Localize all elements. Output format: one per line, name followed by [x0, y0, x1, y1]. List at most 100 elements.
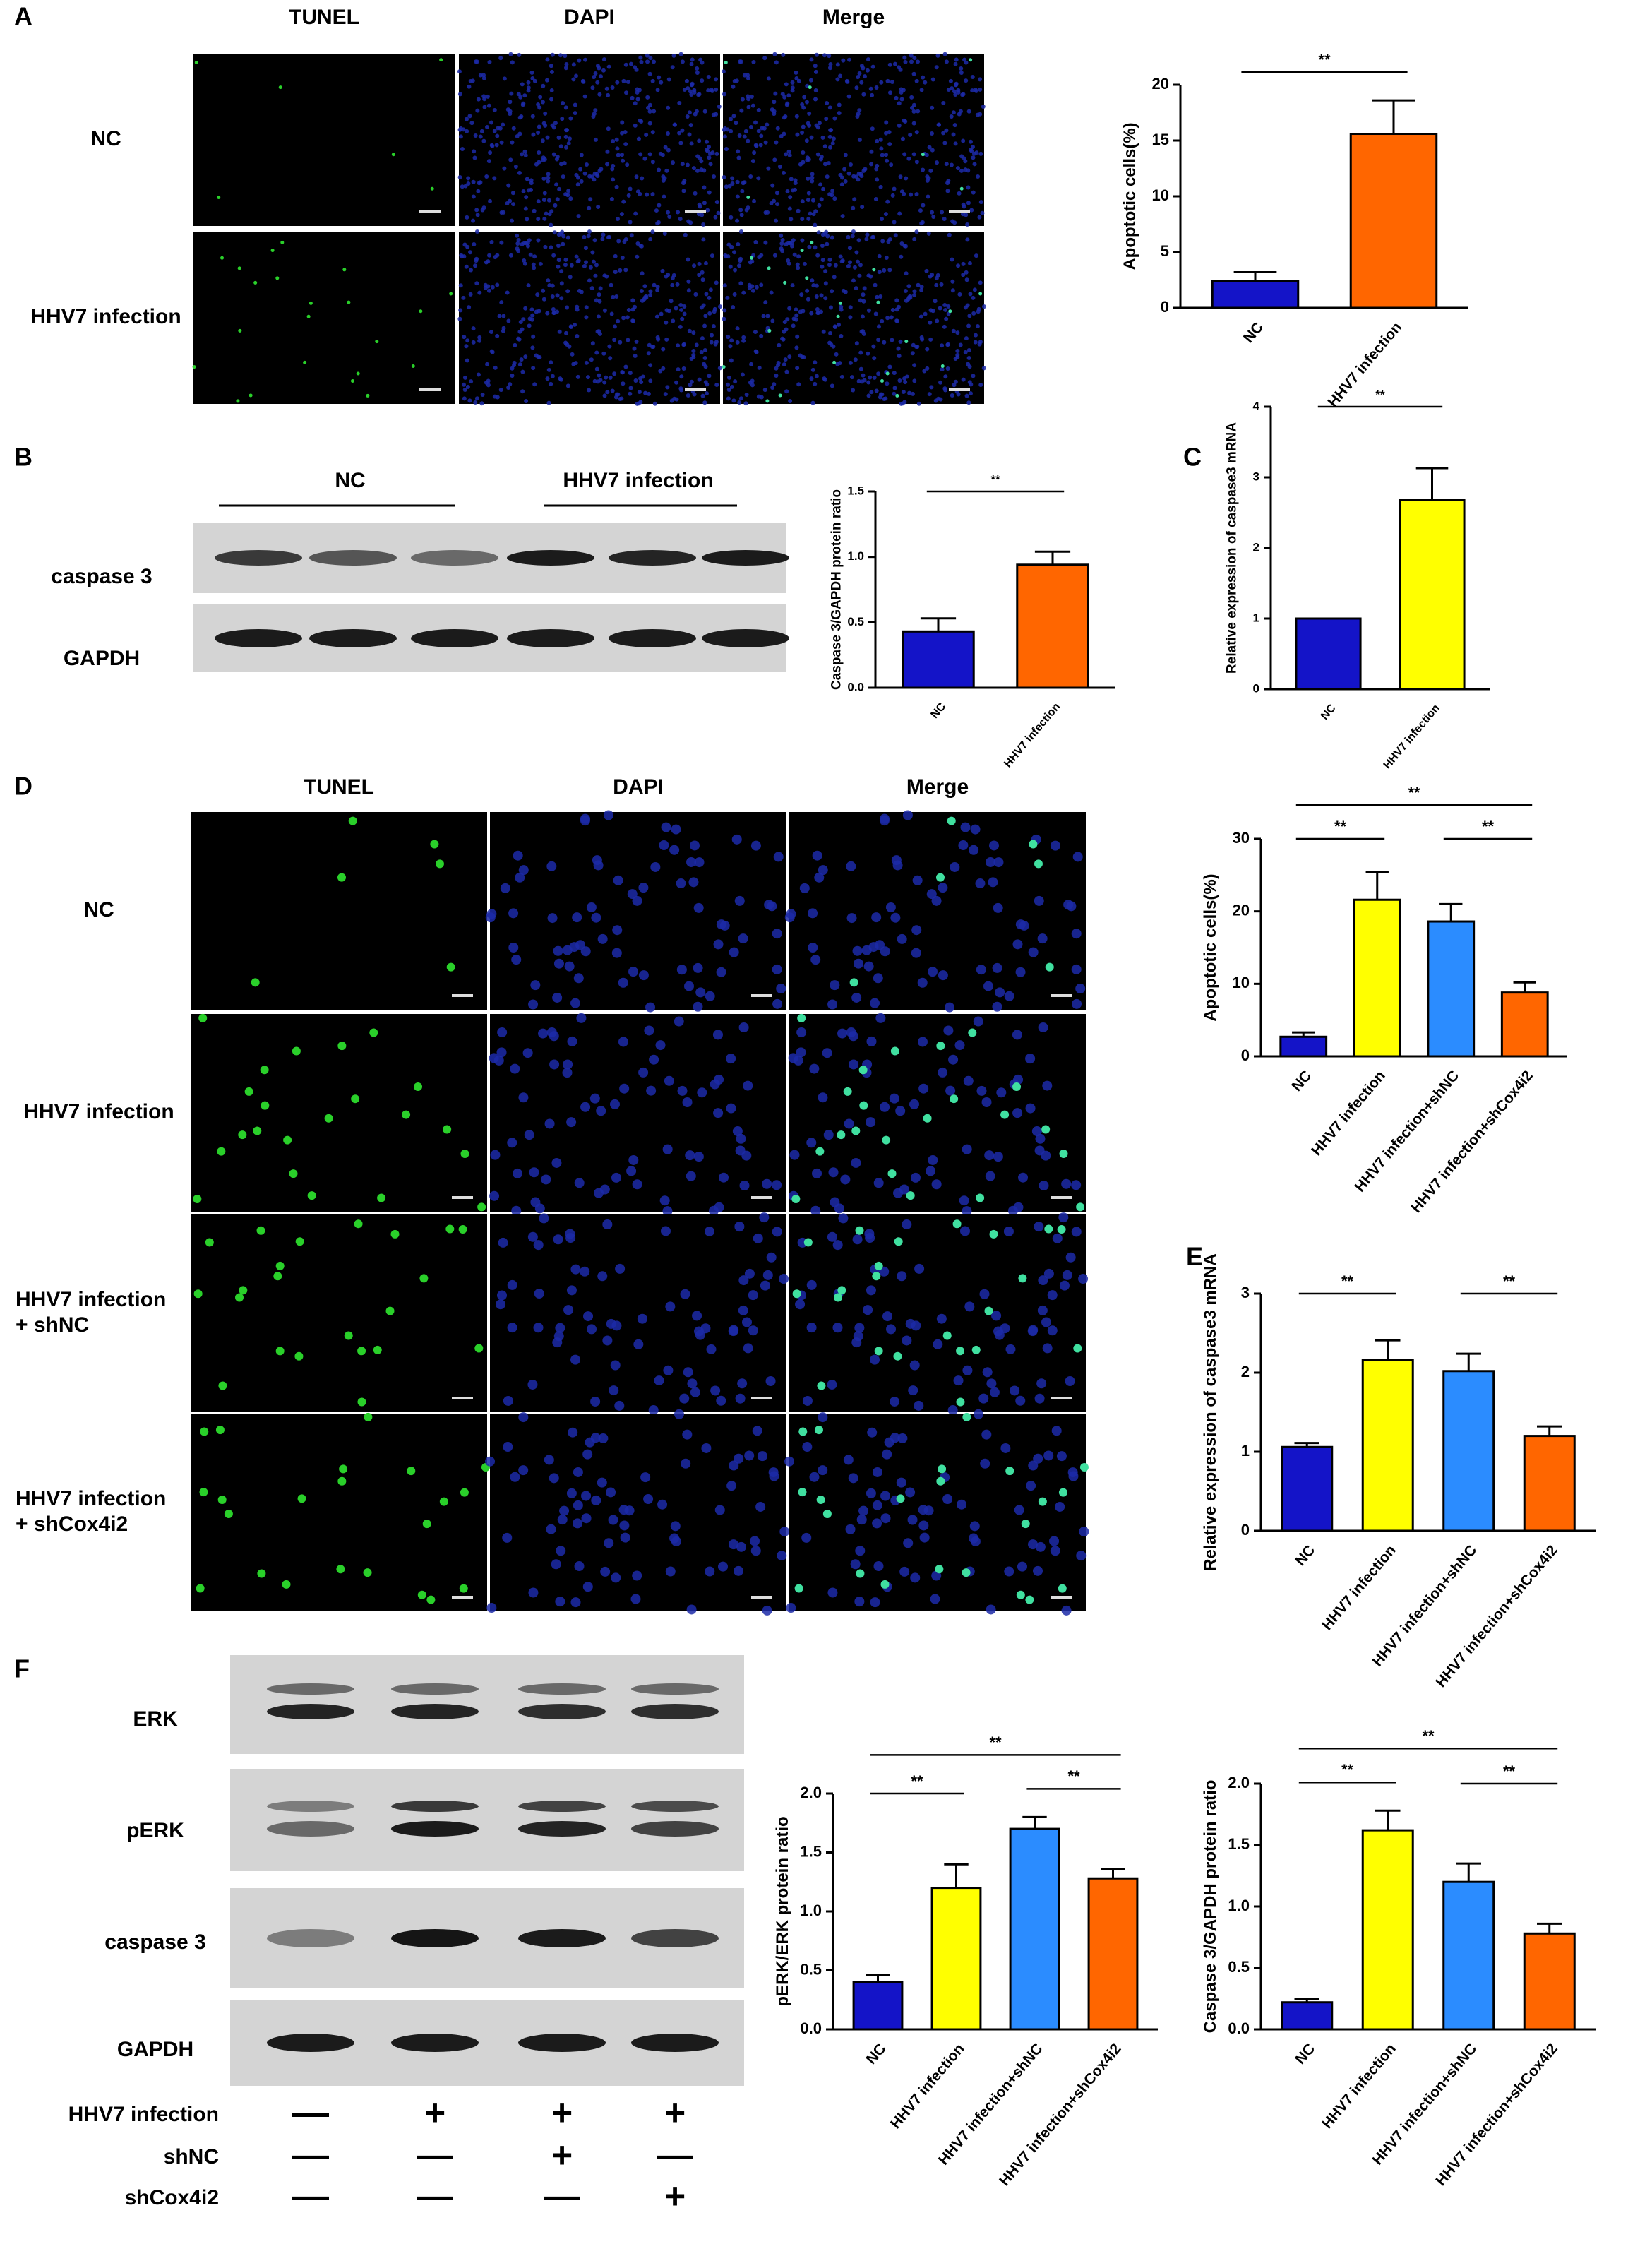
nucleus-dot	[911, 71, 916, 76]
apoptotic-dot	[224, 1509, 233, 1518]
scale-bar	[751, 1596, 772, 1599]
apoptotic-dot	[422, 1520, 431, 1529]
nucleus-dot	[733, 379, 738, 384]
nucleus-dot	[941, 131, 946, 136]
nucleus-dot	[954, 83, 959, 88]
nucleus-dot	[473, 133, 478, 138]
nucleus-dot	[752, 198, 757, 203]
nucleus-dot	[551, 1157, 562, 1168]
nucleus-dot	[700, 1323, 711, 1334]
nucleus-dot	[492, 129, 497, 133]
nucleus-dot	[748, 1290, 758, 1301]
nucleus-dot	[596, 1106, 606, 1116]
apoptotic-dot	[390, 1229, 400, 1239]
apoptotic-dot	[1016, 1590, 1025, 1599]
apoptotic-dot	[351, 1094, 360, 1104]
nucleus-dot	[1018, 1172, 1029, 1183]
nucleus-dot	[606, 235, 611, 240]
nucleus-dot	[763, 210, 768, 215]
significance-label: **	[1375, 388, 1385, 401]
nucleus-dot	[487, 253, 492, 258]
nucleus-dot	[738, 1275, 749, 1286]
nucleus-dot	[807, 244, 812, 249]
nucleus-dot	[484, 260, 489, 265]
nucleus-dot	[763, 240, 768, 245]
apoptotic-dot	[270, 249, 275, 253]
nucleus-dot	[883, 131, 888, 136]
apoptotic-dot	[282, 1580, 291, 1589]
nucleus-dot	[692, 1311, 702, 1321]
nucleus-dot	[564, 305, 569, 310]
nucleus-dot	[703, 261, 708, 265]
nucleus-dot	[662, 1206, 673, 1217]
nucleus-dot	[783, 357, 788, 362]
blot-band	[267, 2034, 354, 2052]
apoptotic-dot	[309, 301, 313, 305]
nucleus-dot	[538, 261, 543, 266]
blot-band	[267, 1683, 354, 1695]
nucleus-dot	[813, 381, 818, 386]
nucleus-dot	[711, 324, 716, 329]
nucleus-dot	[541, 121, 546, 126]
nucleus-dot	[811, 283, 816, 288]
nucleus-dot	[784, 369, 789, 374]
apoptotic-dot	[859, 1101, 868, 1110]
apoptotic-dot	[1073, 1344, 1082, 1353]
nucleus-dot	[770, 107, 774, 112]
y-tick-label: 2.0	[800, 1784, 822, 1801]
apoptotic-dot	[477, 1202, 486, 1212]
nucleus-dot	[970, 824, 981, 835]
blot-band	[631, 1704, 719, 1719]
error-bar	[1456, 1862, 1481, 1882]
group-label: NC	[335, 469, 365, 492]
nucleus-dot	[652, 282, 657, 287]
y-axis-label: Apoptotic cells(%)	[1120, 122, 1139, 270]
nucleus-dot	[546, 278, 551, 283]
nucleus-dot	[813, 360, 818, 365]
nucleus-dot	[568, 1427, 578, 1438]
nucleus-dot	[516, 92, 521, 97]
nucleus-dot	[484, 174, 489, 179]
y-axis-label: Relative expression of caspase3 mRNA	[1225, 422, 1240, 674]
nucleus-dot	[858, 298, 863, 303]
nucleus-dot	[508, 52, 513, 56]
nucleus-dot	[597, 299, 602, 304]
apoptotic-dot	[956, 1397, 965, 1407]
nucleus-dot	[1078, 1274, 1089, 1284]
blot-band	[309, 550, 397, 566]
nucleus-dot	[822, 1048, 832, 1058]
nucleus-dot	[744, 393, 749, 398]
nucleus-dot	[851, 388, 856, 393]
nucleus-dot	[776, 360, 781, 365]
nucleus-dot	[565, 235, 570, 240]
nucleus-dot	[884, 1437, 894, 1448]
nucleus-dot	[882, 1311, 893, 1322]
nucleus-dot	[606, 126, 611, 131]
nucleus-dot	[549, 97, 554, 102]
nucleus-dot	[821, 329, 826, 334]
nucleus-dot	[879, 816, 890, 826]
nucleus-dot	[489, 1053, 499, 1063]
nucleus-dot	[968, 292, 973, 297]
nucleus-dot	[695, 66, 700, 71]
nucleus-dot	[457, 92, 462, 97]
nucleus-dot	[603, 810, 613, 820]
y-axis-label: Caspase 3/GAPDH protein ratio	[830, 489, 844, 690]
apoptotic-dot	[366, 393, 370, 398]
apoptotic-dot	[880, 379, 884, 383]
nucleus-dot	[714, 200, 719, 205]
nucleus-dot	[497, 314, 502, 318]
nucleus-dot	[966, 347, 971, 352]
nucleus-dot	[465, 129, 469, 133]
apoptotic-dot	[411, 364, 415, 368]
nucleus-dot	[1066, 901, 1077, 912]
nucleus-dot	[775, 126, 780, 131]
nucleus-dot	[795, 334, 800, 339]
nucleus-dot	[587, 205, 592, 210]
nucleus-dot	[569, 263, 574, 268]
treatment-sign: +	[551, 2135, 573, 2176]
nucleus-dot	[808, 78, 813, 83]
nucleus-dot	[799, 292, 804, 297]
nucleus-dot	[796, 78, 801, 83]
blot-band	[702, 550, 789, 566]
